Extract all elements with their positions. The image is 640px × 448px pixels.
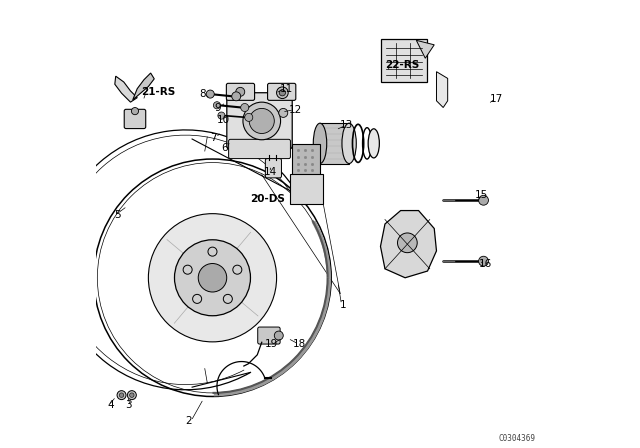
Circle shape: [249, 108, 275, 134]
FancyBboxPatch shape: [124, 109, 146, 129]
Text: 16: 16: [479, 259, 492, 269]
Text: 10: 10: [217, 115, 230, 125]
Circle shape: [236, 87, 244, 96]
FancyBboxPatch shape: [266, 159, 282, 178]
Text: 21-RS: 21-RS: [141, 87, 175, 97]
FancyBboxPatch shape: [289, 174, 323, 204]
Text: 20-DS: 20-DS: [250, 194, 285, 204]
Text: 17: 17: [490, 94, 504, 103]
Text: 14: 14: [264, 168, 277, 177]
Circle shape: [117, 391, 126, 400]
Circle shape: [277, 87, 287, 96]
Circle shape: [198, 263, 227, 292]
Circle shape: [244, 113, 253, 121]
Circle shape: [129, 393, 134, 397]
Circle shape: [279, 108, 288, 117]
Text: 7: 7: [210, 133, 217, 142]
Text: 12: 12: [289, 105, 302, 115]
Text: C0304369: C0304369: [498, 434, 535, 443]
FancyBboxPatch shape: [268, 83, 296, 100]
Polygon shape: [132, 73, 154, 100]
Circle shape: [276, 87, 288, 99]
Ellipse shape: [342, 123, 356, 164]
Text: 9: 9: [214, 103, 221, 112]
Polygon shape: [380, 211, 436, 278]
Circle shape: [213, 102, 221, 109]
Text: 22-RS: 22-RS: [385, 60, 419, 70]
FancyBboxPatch shape: [227, 93, 292, 149]
Circle shape: [148, 214, 276, 342]
Text: 5: 5: [114, 210, 120, 220]
Text: 11: 11: [280, 84, 293, 94]
Circle shape: [243, 102, 280, 140]
FancyBboxPatch shape: [320, 123, 349, 164]
Circle shape: [218, 112, 225, 119]
Text: 3: 3: [125, 401, 132, 410]
Circle shape: [397, 233, 417, 253]
Polygon shape: [115, 76, 137, 102]
Circle shape: [127, 391, 136, 400]
Circle shape: [279, 90, 285, 96]
Text: 6: 6: [221, 143, 228, 153]
Polygon shape: [416, 40, 435, 58]
Circle shape: [175, 240, 250, 316]
Circle shape: [206, 90, 214, 98]
Polygon shape: [436, 72, 448, 108]
Circle shape: [479, 195, 488, 205]
Text: 8: 8: [199, 89, 205, 99]
Circle shape: [479, 256, 488, 266]
FancyBboxPatch shape: [227, 83, 255, 100]
FancyBboxPatch shape: [381, 39, 427, 82]
Text: 13: 13: [340, 121, 353, 130]
FancyBboxPatch shape: [228, 139, 291, 159]
Text: 1: 1: [340, 300, 347, 310]
Ellipse shape: [314, 123, 327, 164]
FancyBboxPatch shape: [258, 327, 280, 344]
Circle shape: [119, 393, 124, 397]
Text: 18: 18: [293, 339, 307, 349]
Circle shape: [232, 92, 241, 101]
Circle shape: [275, 331, 284, 340]
Circle shape: [131, 108, 138, 115]
Text: 4: 4: [108, 401, 114, 410]
FancyBboxPatch shape: [292, 144, 321, 176]
Text: 2: 2: [186, 416, 192, 426]
Text: 19: 19: [264, 339, 278, 349]
Ellipse shape: [368, 129, 380, 158]
Text: 15: 15: [474, 190, 488, 200]
Circle shape: [241, 103, 249, 112]
